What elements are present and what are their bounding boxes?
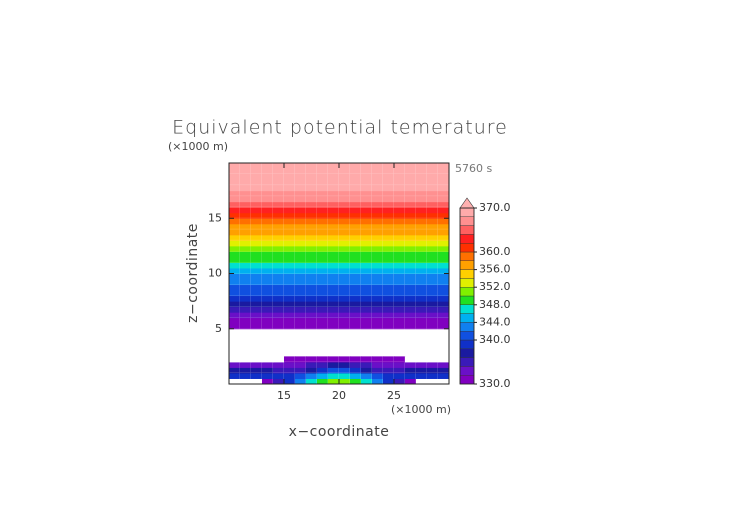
colorbar-tick-label: 340.0 <box>479 333 511 346</box>
y-tick-label: 10 <box>208 267 222 280</box>
colorbar-band <box>459 348 475 358</box>
colorbar-band <box>459 304 475 314</box>
colorbar-band <box>459 331 475 341</box>
colorbar-tick-label: 344.0 <box>479 315 511 328</box>
colorbar-band <box>459 375 475 385</box>
x-unit: (×1000 m) <box>391 403 451 416</box>
y-tick-label: 15 <box>208 211 222 224</box>
colorbar-tick-label: 360.0 <box>479 245 511 258</box>
colorbar-frame <box>459 207 475 385</box>
colorbar-over <box>459 197 475 209</box>
x-axis-label: x−coordinate <box>289 424 390 440</box>
colorbar-band <box>459 339 475 350</box>
x-tick-label: 20 <box>332 389 346 402</box>
colorbar-tick-label: 348.0 <box>479 298 511 311</box>
colorbar-band <box>459 225 475 235</box>
colorbar-band <box>459 366 475 376</box>
x-tick-label: 25 <box>387 389 401 402</box>
x-tick-label: 15 <box>277 389 291 402</box>
colorbar-band <box>459 357 475 367</box>
cell-grid <box>229 163 449 384</box>
y-unit: (×1000 m) <box>168 140 228 153</box>
colorbar-band <box>459 242 475 253</box>
colorbar-band <box>459 260 475 270</box>
y-axis-label: z−coordinate <box>185 223 201 323</box>
colorbar-band <box>459 216 475 226</box>
colorbar-band <box>459 234 475 244</box>
colorbar-tick-label: 356.0 <box>479 263 511 276</box>
colorbar-band <box>459 287 475 297</box>
colorbar-tick-label: 330.0 <box>479 377 511 390</box>
colorbar: 330.0 340.0 344.0 348.0 352.0 356.0 360.0 370.0 <box>459 197 511 390</box>
colorbar-band <box>459 322 475 332</box>
colorbar-band <box>459 251 475 262</box>
colorbar-band <box>459 269 475 279</box>
y-tick-label: 5 <box>215 322 222 335</box>
colorbar-band <box>459 313 475 323</box>
chart-title: Equivalent potential temerature <box>172 117 508 139</box>
colorbar-band <box>459 295 475 306</box>
colorbar-band <box>459 278 475 288</box>
time-label: 5760 s <box>455 162 492 175</box>
colorbar-tick-label: 352.0 <box>479 280 511 293</box>
colorbar-tick-label: 370.0 <box>479 201 511 214</box>
colorbar-band <box>459 207 475 218</box>
